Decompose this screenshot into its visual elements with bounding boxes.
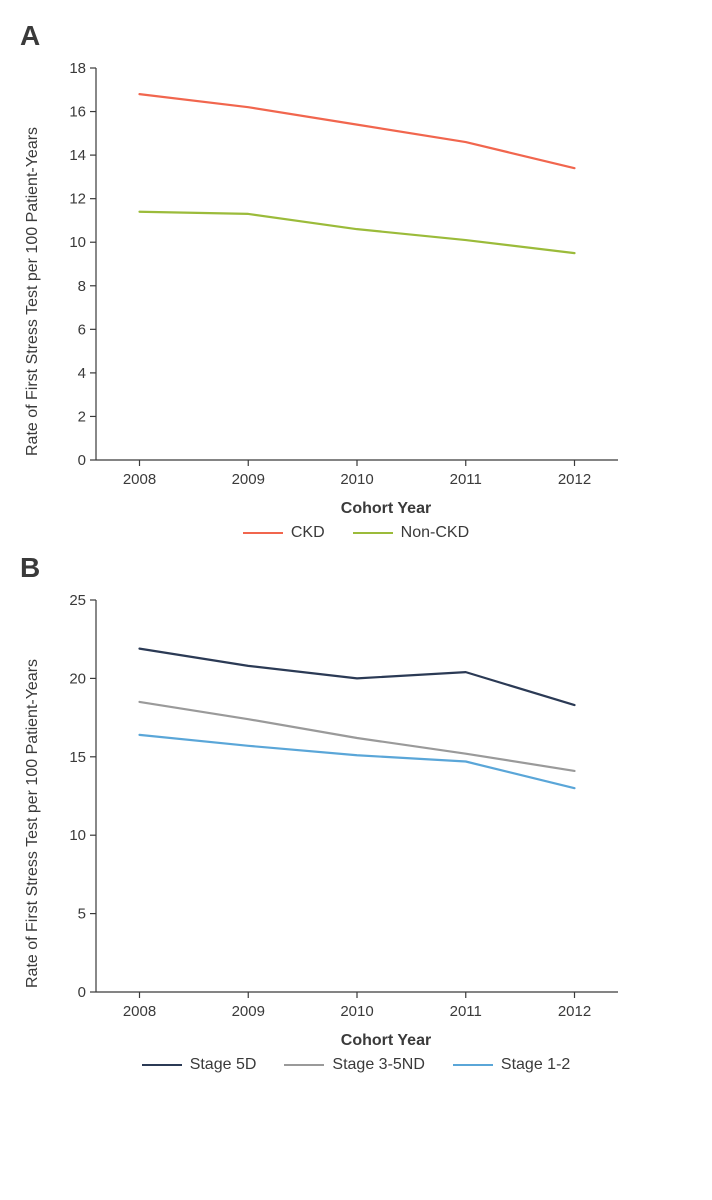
panel-b-ytick-label: 5 <box>78 906 86 923</box>
panel-a-ytick-label: 10 <box>69 234 86 251</box>
legend-swatch <box>243 532 283 535</box>
panel-b-series-stage-5d <box>140 649 575 705</box>
panel-a-ytick-label: 2 <box>78 408 86 425</box>
panel-a-ytick-label: 4 <box>78 365 86 382</box>
legend-label: Stage 3-5ND <box>332 1056 425 1074</box>
panel-a-series-ckd <box>140 94 575 168</box>
panel-b-ytick-label: 25 <box>69 592 86 609</box>
panel-b-xtick-label: 2010 <box>340 1003 373 1020</box>
panel-a-xtick-label: 2011 <box>450 471 482 488</box>
legend-swatch <box>284 1064 324 1067</box>
panel-b-legend-item: Stage 5D <box>142 1056 257 1074</box>
legend-swatch <box>453 1064 493 1067</box>
panel-a-x-axis: 2008 2009 2010 2011 2012 <box>96 460 618 488</box>
panel-b-ytick-label: 10 <box>69 827 86 844</box>
legend-swatch <box>353 532 393 535</box>
panel-b-ytick-label: 15 <box>69 749 86 766</box>
panel-a-xlabel: Cohort Year <box>80 500 692 518</box>
panel-b-legend: Stage 5D Stage 3-5ND Stage 1-2 <box>20 1056 692 1074</box>
panel-a-label: A <box>20 20 692 52</box>
panel-b-xlabel: Cohort Year <box>80 1032 692 1050</box>
panel-b-xtick-label: 2008 <box>123 1003 156 1020</box>
panel-b-ytick-label: 0 <box>78 984 86 1001</box>
panel-a-legend-item: Non-CKD <box>353 524 469 542</box>
panel-a-ytick-label: 0 <box>78 452 86 469</box>
panel-b-xtick-label: 2011 <box>450 1003 482 1020</box>
panel-a-xtick-label: 2010 <box>340 471 373 488</box>
panel-b-ytick-label: 20 <box>69 670 86 687</box>
panel-a-xtick-label: 2012 <box>558 471 591 488</box>
panel-b-xtick-label: 2009 <box>232 1003 265 1020</box>
panel-a-ytick-label: 12 <box>69 191 86 208</box>
panel-b-label: B <box>20 552 692 584</box>
panel-a: A Rate of First Stress Test per 100 Pati… <box>20 20 692 542</box>
panel-a-legend-item: CKD <box>243 524 325 542</box>
panel-a-ytick-label: 16 <box>69 104 86 121</box>
panel-a-xtick-label: 2008 <box>123 471 156 488</box>
panel-a-xtick-label: 2009 <box>232 471 265 488</box>
legend-label: CKD <box>291 524 325 542</box>
panel-b: B Rate of First Stress Test per 100 Pati… <box>20 552 692 1074</box>
panel-b-legend-item: Stage 1-2 <box>453 1056 570 1074</box>
legend-label: Stage 5D <box>190 1056 257 1074</box>
panel-a-legend: CKD Non-CKD <box>20 524 692 542</box>
panel-a-ylabel: Rate of First Stress Test per 100 Patien… <box>20 56 46 496</box>
panel-b-legend-item: Stage 3-5ND <box>284 1056 425 1074</box>
panel-a-y-axis: 0 2 4 6 8 10 12 14 16 18 <box>69 60 96 469</box>
panel-b-chart: 0 5 10 15 20 25 2008 2009 2010 2011 2012 <box>46 588 636 1028</box>
panel-b-x-axis: 2008 2009 2010 2011 2012 <box>96 992 618 1020</box>
panel-b-y-axis: 0 5 10 15 20 25 <box>69 592 96 1001</box>
panel-a-series-non-ckd <box>140 212 575 253</box>
panel-b-series-stage-3-5nd <box>140 702 575 771</box>
panel-a-ytick-label: 8 <box>78 278 86 295</box>
panel-a-ytick-label: 14 <box>69 147 86 164</box>
legend-label: Non-CKD <box>401 524 469 542</box>
panel-b-xtick-label: 2012 <box>558 1003 591 1020</box>
legend-label: Stage 1-2 <box>501 1056 570 1074</box>
panel-a-ytick-label: 18 <box>69 60 86 77</box>
legend-swatch <box>142 1064 182 1067</box>
panel-b-ylabel: Rate of First Stress Test per 100 Patien… <box>20 588 46 1028</box>
panel-a-chart: 0 2 4 6 8 10 12 14 16 18 2008 2009 2010 2011 2012 <box>46 56 636 496</box>
panel-a-ytick-label: 6 <box>78 321 86 338</box>
